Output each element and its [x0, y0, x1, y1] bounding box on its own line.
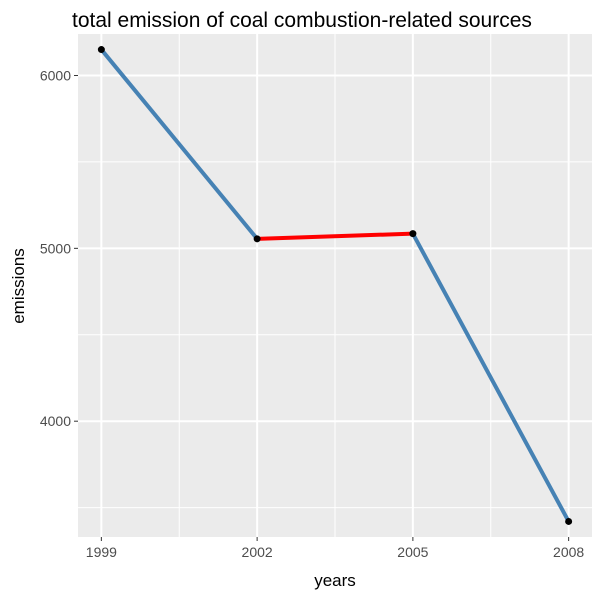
- major-gridlines: [78, 34, 592, 537]
- y-tick-label: 5000: [40, 240, 71, 256]
- series-segment: [257, 231, 413, 241]
- x-axis-label: years: [314, 571, 356, 590]
- data-point: [253, 235, 261, 243]
- data-point: [565, 517, 573, 525]
- x-axis-ticks: 1999 2002 2005 2008: [86, 537, 584, 560]
- series-segments: [99, 48, 571, 523]
- data-points: [97, 46, 573, 525]
- chart-title: total emission of coal combustion-relate…: [72, 9, 532, 32]
- series-segment: [411, 232, 571, 523]
- minor-gridlines: [78, 34, 592, 537]
- data-point: [97, 46, 105, 54]
- x-tick-label: 1999: [86, 544, 117, 560]
- y-tick-label: 4000: [40, 413, 71, 429]
- y-axis-label: emissions: [9, 248, 28, 324]
- series-segment: [99, 48, 259, 241]
- y-axis-ticks: 4000 5000 6000: [40, 67, 78, 429]
- x-tick-label: 2008: [553, 544, 584, 560]
- y-tick-label: 6000: [40, 67, 71, 83]
- x-tick-label: 2005: [397, 544, 428, 560]
- x-tick-label: 2002: [242, 544, 273, 560]
- data-point: [409, 230, 417, 238]
